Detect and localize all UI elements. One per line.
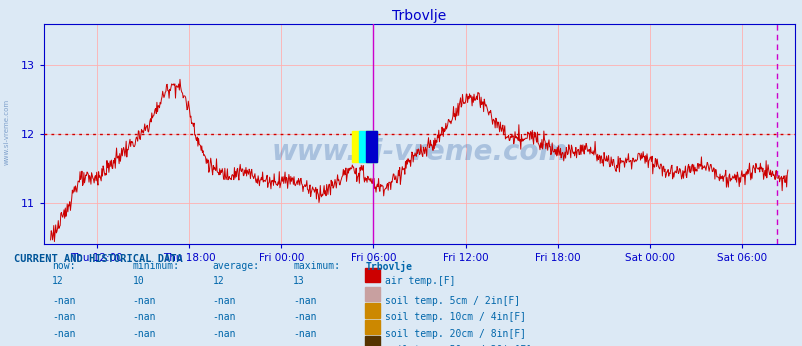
Text: soil temp. 10cm / 4in[F]: soil temp. 10cm / 4in[F] — [384, 312, 525, 322]
Text: minimum:: minimum: — [132, 261, 180, 271]
Text: www.si-vreme.com: www.si-vreme.com — [271, 138, 567, 166]
Bar — [359, 131, 377, 162]
Text: -nan: -nan — [132, 295, 156, 306]
Text: -nan: -nan — [213, 312, 236, 322]
Text: 12: 12 — [213, 276, 225, 286]
FancyBboxPatch shape — [365, 267, 379, 282]
Text: -nan: -nan — [213, 345, 236, 346]
Text: -nan: -nan — [213, 329, 236, 339]
Text: now:: now: — [52, 261, 75, 271]
Text: -nan: -nan — [132, 345, 156, 346]
Text: -nan: -nan — [132, 329, 156, 339]
Text: maximum:: maximum: — [293, 261, 340, 271]
Text: -nan: -nan — [52, 312, 75, 322]
Text: 13: 13 — [293, 276, 305, 286]
Text: -nan: -nan — [293, 345, 316, 346]
Text: -nan: -nan — [293, 329, 316, 339]
Text: air temp.[F]: air temp.[F] — [384, 276, 455, 286]
FancyBboxPatch shape — [365, 320, 379, 334]
Text: Trbovlje: Trbovlje — [365, 261, 412, 272]
Text: 10: 10 — [132, 276, 144, 286]
Text: -nan: -nan — [52, 295, 75, 306]
Text: www.si-vreme.com: www.si-vreme.com — [3, 98, 10, 165]
Text: soil temp. 50cm / 20in[F]: soil temp. 50cm / 20in[F] — [384, 345, 531, 346]
Text: -nan: -nan — [213, 295, 236, 306]
Text: -nan: -nan — [52, 345, 75, 346]
Text: -nan: -nan — [132, 312, 156, 322]
Text: average:: average: — [213, 261, 260, 271]
Text: -nan: -nan — [293, 312, 316, 322]
Title: Trbovlje: Trbovlje — [392, 9, 446, 23]
Text: -nan: -nan — [52, 329, 75, 339]
Text: soil temp. 20cm / 8in[F]: soil temp. 20cm / 8in[F] — [384, 329, 525, 339]
FancyBboxPatch shape — [365, 287, 379, 301]
Text: 12: 12 — [52, 276, 64, 286]
Bar — [351, 131, 377, 162]
FancyBboxPatch shape — [365, 303, 379, 318]
Bar — [365, 131, 377, 162]
Text: soil temp. 5cm / 2in[F]: soil temp. 5cm / 2in[F] — [384, 295, 519, 306]
FancyBboxPatch shape — [365, 336, 379, 346]
Text: CURRENT AND HISTORICAL DATA: CURRENT AND HISTORICAL DATA — [14, 254, 183, 264]
Text: -nan: -nan — [293, 295, 316, 306]
